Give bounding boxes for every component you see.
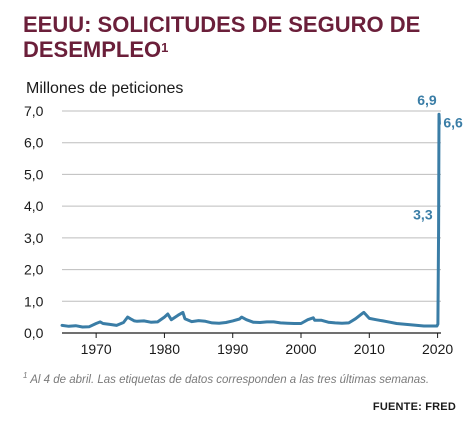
x-tick-label: 2010 xyxy=(354,341,385,357)
claims-series-line xyxy=(60,112,441,329)
y-tick-label: 7,0 xyxy=(24,103,44,119)
data-label: 6,6 xyxy=(443,115,463,131)
y-tick-label: 1,0 xyxy=(24,293,44,309)
x-tick-label: 1980 xyxy=(149,341,180,357)
series-layer xyxy=(60,112,441,329)
data-labels: 6,9 6,6 3,3 xyxy=(413,92,463,222)
x-tick-label: 1970 xyxy=(81,341,112,357)
x-tick-label: 2020 xyxy=(422,341,453,357)
y-tick-label: 5,0 xyxy=(24,166,44,182)
footnote-text: Al 4 de abril. Las etiquetas de datos co… xyxy=(30,373,430,386)
footnote: 1 Al 4 de abril. Las etiquetas de datos … xyxy=(23,369,443,387)
chart-title-text: EEUU: SOLICITUDES DE SEGURO DE DESEMPLEO xyxy=(23,12,421,62)
x-tick-label: 1990 xyxy=(217,341,248,357)
gridlines xyxy=(62,110,441,334)
x-tick-label: 2000 xyxy=(285,341,316,357)
title-footnote-marker: 1 xyxy=(161,40,169,55)
y-tick-label: 4,0 xyxy=(24,198,44,214)
y-tick-label: 2,0 xyxy=(24,262,44,278)
chart-title: EEUU: SOLICITUDES DE SEGURO DE DESEMPLEO… xyxy=(23,12,463,62)
source-credit: FUENTE: FRED xyxy=(372,401,456,413)
y-tick-label: 3,0 xyxy=(24,230,44,246)
y-tick-label: 0,0 xyxy=(24,325,44,341)
x-tick-labels: 1970 1980 1990 2000 2010 2020 xyxy=(81,333,453,357)
y-axis-label: Millones de peticiones xyxy=(26,80,184,97)
y-tick-labels: 0,0 1,0 2,0 3,0 4,0 5,0 6,0 7,0 xyxy=(24,103,44,341)
data-label: 3,3 xyxy=(413,206,433,222)
footnote-marker: 1 xyxy=(23,371,28,380)
data-label: 6,9 xyxy=(417,92,437,108)
y-tick-label: 6,0 xyxy=(24,135,44,151)
